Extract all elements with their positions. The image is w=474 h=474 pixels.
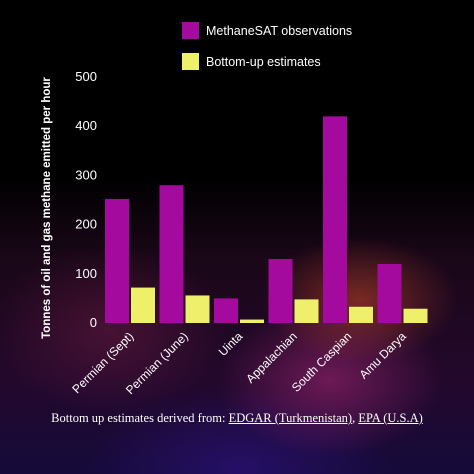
methanesat-bar bbox=[377, 263, 402, 323]
x-tick-label: Uinta bbox=[216, 329, 246, 359]
y-axis: 0 100 200 300 400 500 bbox=[75, 69, 97, 330]
methanesat-bar bbox=[159, 185, 184, 323]
methanesat-bar bbox=[268, 259, 293, 323]
bottom-up-bar bbox=[240, 319, 264, 323]
edgar-link[interactable]: EDGAR (Turkmenistan) bbox=[228, 411, 353, 425]
x-axis: Permian (Sept)Permian (June) UintaAppalac… bbox=[69, 329, 409, 397]
bottom-up-bar bbox=[294, 299, 319, 323]
footnote: Bottom up estimates derived from: EDGAR … bbox=[0, 411, 474, 426]
legend: MethaneSAT observations Bottom-up estimat… bbox=[182, 22, 352, 70]
legend-swatch bbox=[182, 53, 199, 70]
y-tick-label: 100 bbox=[75, 266, 97, 281]
bottom-up-bar bbox=[403, 308, 428, 323]
x-tick-label: Appalachian bbox=[243, 329, 300, 386]
legend-label: Bottom-up estimates bbox=[206, 55, 321, 69]
bottom-up-bar bbox=[185, 295, 210, 323]
y-tick-label: 0 bbox=[90, 315, 97, 330]
methanesat-bar bbox=[105, 199, 129, 323]
y-axis-label: Tonnes of oil and gas methane emitted pe… bbox=[41, 77, 53, 339]
y-tick-label: 300 bbox=[75, 167, 97, 182]
x-tick-label: Amu Darya bbox=[357, 329, 410, 382]
epa-link[interactable]: EPA (U.S.A) bbox=[358, 411, 423, 425]
footnote-prefix: Bottom up estimates derived from: bbox=[51, 411, 229, 425]
methanesat-bar bbox=[323, 116, 347, 323]
bars bbox=[105, 116, 428, 323]
bottom-up-bar bbox=[349, 306, 373, 323]
bottom-up-bar bbox=[131, 287, 155, 323]
y-tick-label: 500 bbox=[75, 69, 97, 84]
methanesat-bar bbox=[214, 298, 238, 323]
footnote-separator: , bbox=[352, 411, 359, 425]
y-tick-label: 200 bbox=[75, 217, 97, 232]
y-tick-label: 400 bbox=[75, 118, 97, 133]
legend-swatch bbox=[182, 22, 199, 39]
legend-label: MethaneSAT observations bbox=[206, 24, 352, 38]
